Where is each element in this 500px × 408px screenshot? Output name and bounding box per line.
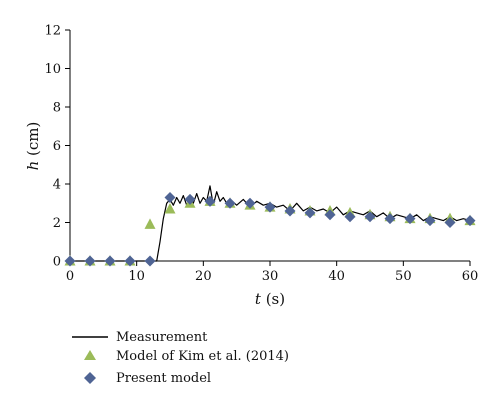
present-model-point [164,191,176,203]
present-model-point [264,201,276,213]
x-tick-label: 0 [66,269,74,284]
y-tick-label: 6 [53,139,61,154]
x-tick-label: 50 [395,269,412,284]
kim-model-point [164,203,176,214]
y-tick-label: 4 [53,178,61,193]
present-model-point [204,195,216,207]
present-model-point [424,215,436,227]
legend-label-present-model: Present model [116,371,211,386]
present-model-point [344,211,356,223]
x-axis-unit: (s) [261,290,285,308]
x-axis-label: t (s) [255,290,285,308]
legend-item-present-model: Present model [84,371,211,386]
series-2 [64,191,476,267]
y-axis: 0 2 4 6 8 10 12 [44,24,71,270]
present-model-point [224,197,236,209]
present-model-point [404,213,416,225]
legend-item-kim-model: Model of Kim et al. (2014) [84,349,289,364]
present-model-point [84,255,96,267]
present-model-point [124,255,136,267]
present-model-point [284,205,296,217]
legend-diamond-swatch [84,372,96,384]
legend-item-measurement: Measurement [72,330,208,345]
present-model-point [364,211,376,223]
present-model-point [464,215,476,227]
y-tick-label: 8 [53,101,61,116]
present-model-point [144,255,156,267]
y-tick-label: 12 [44,24,61,39]
x-tick-label: 30 [262,269,279,284]
present-model-point [184,193,196,205]
x-axis-variable: t [255,290,262,308]
legend-label-kim-model: Model of Kim et al. (2014) [116,349,289,364]
x-tick-label: 10 [128,269,145,284]
y-tick-label: 10 [44,62,61,77]
legend: Measurement Model of Kim et al. (2014) P… [72,330,289,386]
legend-triangle-swatch [84,350,96,360]
y-axis-label: h (cm) [24,122,42,171]
x-tick-label: 20 [195,269,212,284]
present-model-point [304,207,316,219]
x-tick-label: 60 [462,269,479,284]
y-axis-variable: h [24,161,42,171]
present-model-point [64,255,76,267]
y-tick-label: 2 [53,216,61,231]
present-model-point [244,197,256,209]
x-tick-label: 40 [328,269,345,284]
present-model-point [384,213,396,225]
y-axis-unit: (cm) [24,122,42,161]
legend-label-measurement: Measurement [116,330,208,345]
present-model-point [104,255,116,267]
present-model-point [324,209,336,221]
kim-model-point [144,218,156,229]
y-tick-label: 0 [53,255,61,270]
x-axis: 0 10 20 30 40 50 60 [66,260,479,284]
present-model-point [444,217,456,228]
series-layer [64,185,476,267]
